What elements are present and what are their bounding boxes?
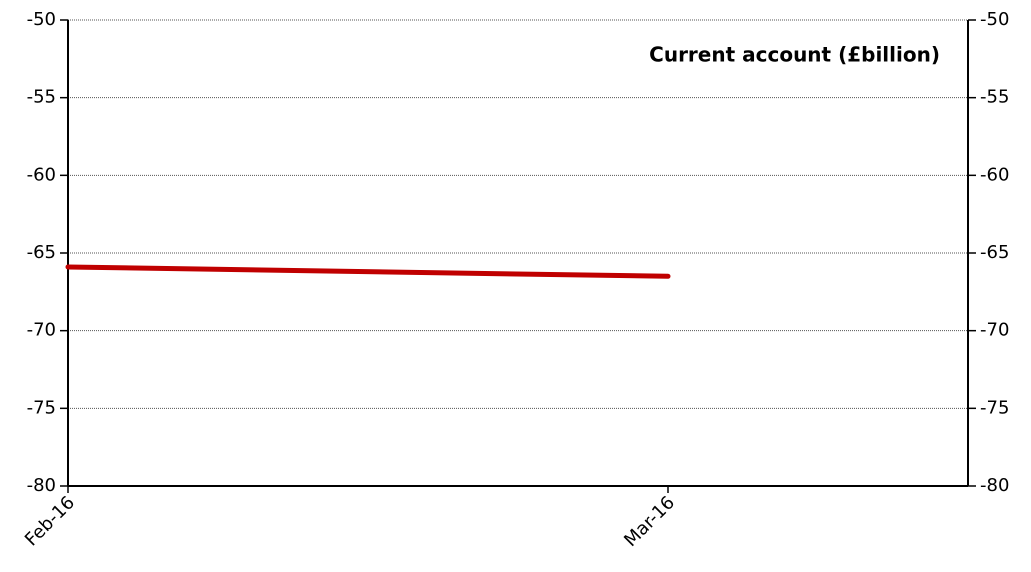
y-tick-label: -60 [27, 164, 56, 185]
y2-tick-label: -75 [980, 397, 1009, 418]
y2-tick-label: -65 [980, 242, 1009, 263]
x-tick-label: Feb-16 [21, 492, 79, 550]
y-tick-label: -55 [27, 87, 56, 108]
x-tick-label: Mar-16 [620, 492, 679, 551]
y-tick-label: -70 [27, 320, 56, 341]
y2-tick-label: -50 [980, 9, 1009, 30]
y2-tick-label: -70 [980, 320, 1009, 341]
y2-tick-label: -80 [980, 475, 1009, 496]
y-tick-label: -75 [27, 397, 56, 418]
y2-tick-label: -55 [980, 87, 1009, 108]
data-line [65, 264, 671, 279]
y-tick-label: -80 [27, 475, 56, 496]
y2-tick-label: -60 [980, 164, 1009, 185]
y-tick-label: -50 [27, 9, 56, 30]
y-tick-label: -65 [27, 242, 56, 263]
chart-title: Current account (£billion) [649, 43, 940, 67]
